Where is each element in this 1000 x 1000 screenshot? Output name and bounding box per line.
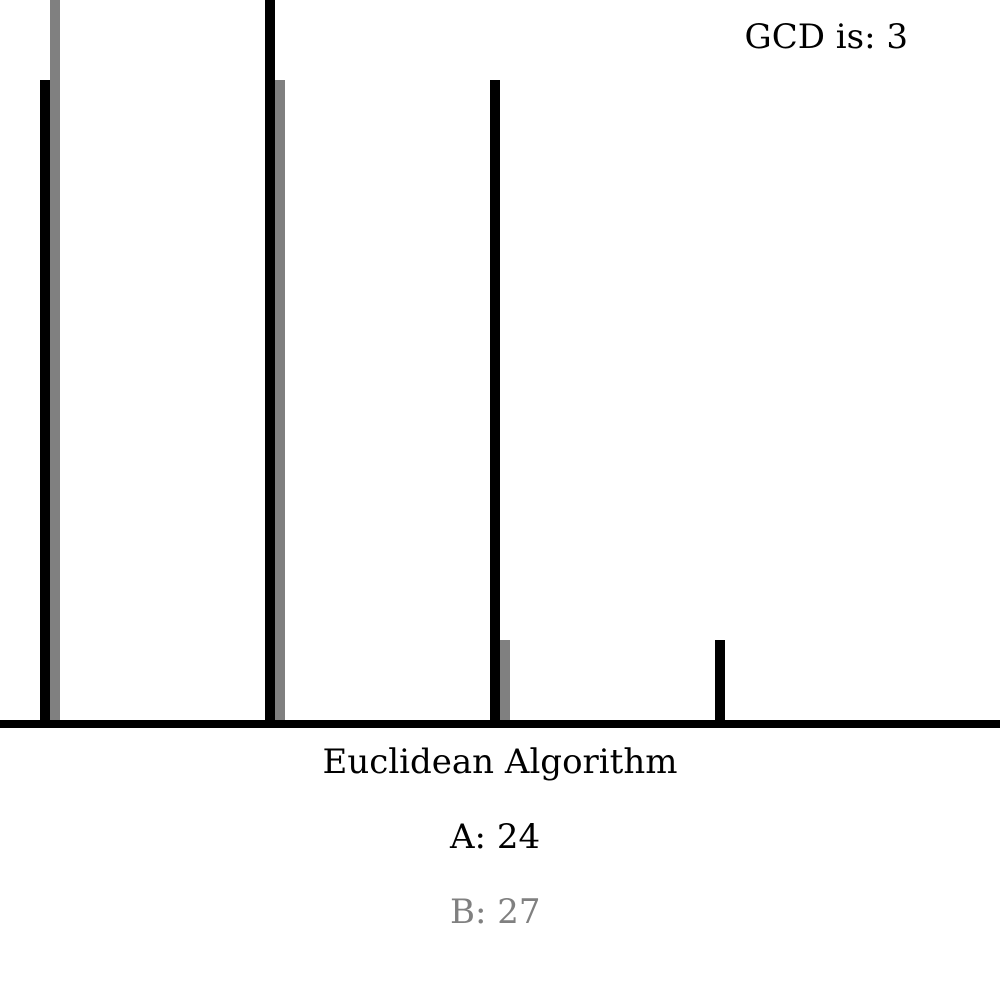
step-bars [40,0,725,720]
bar-a-step-2 [265,0,275,720]
bar-b-step-3 [500,640,510,720]
page-title: Euclidean Algorithm [0,745,1000,779]
bar-a-step-3 [490,80,500,720]
bar-b-step-1 [50,0,60,720]
value-b-label: B: 27 [450,895,541,929]
gcd-result-label: GCD is: 3 [745,20,908,54]
bar-b-step-2 [275,80,285,720]
value-a-label: A: 24 [450,820,540,854]
bar-a-step-1 [40,80,50,720]
bar-a-step-4 [715,640,725,720]
